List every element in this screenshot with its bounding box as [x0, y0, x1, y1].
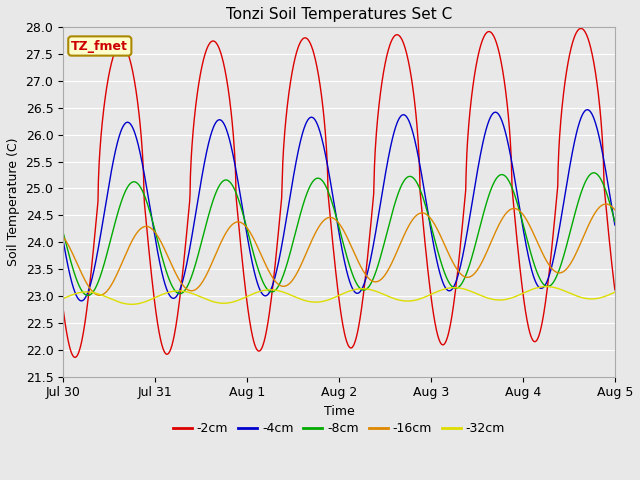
X-axis label: Time: Time	[324, 405, 355, 418]
Title: Tonzi Soil Temperatures Set C: Tonzi Soil Temperatures Set C	[226, 7, 452, 22]
Legend: -2cm, -4cm, -8cm, -16cm, -32cm: -2cm, -4cm, -8cm, -16cm, -32cm	[168, 417, 510, 440]
Y-axis label: Soil Temperature (C): Soil Temperature (C)	[7, 138, 20, 266]
Text: TZ_fmet: TZ_fmet	[72, 39, 128, 52]
